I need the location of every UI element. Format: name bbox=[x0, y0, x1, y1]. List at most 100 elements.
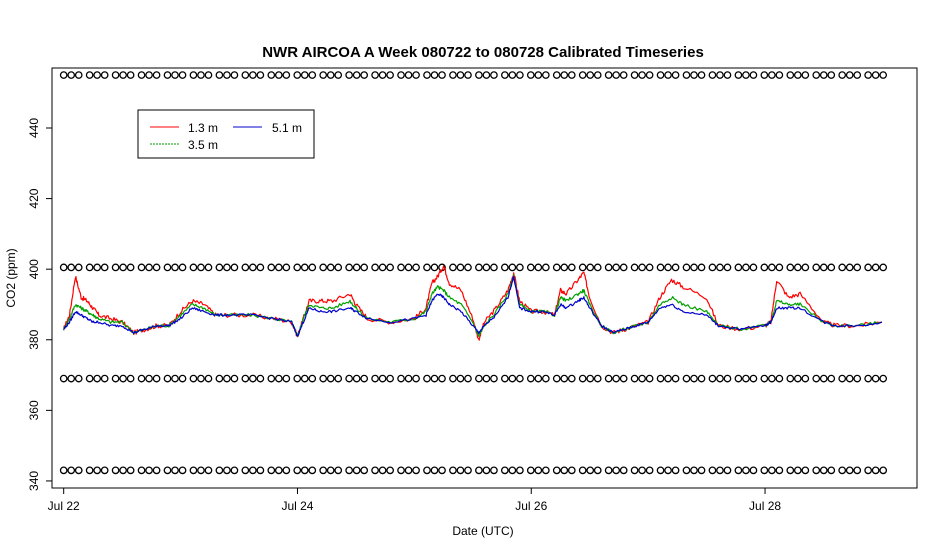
reference-marker bbox=[345, 71, 353, 79]
reference-marker bbox=[716, 466, 724, 475]
reference-marker bbox=[630, 263, 639, 272]
reference-marker bbox=[526, 374, 535, 383]
reference-marker bbox=[274, 374, 283, 383]
reference-marker bbox=[682, 466, 691, 475]
reference-marker bbox=[74, 374, 83, 383]
reference-marker bbox=[352, 374, 361, 383]
series-line-1-3-m bbox=[63, 265, 883, 341]
reference-marker bbox=[93, 263, 102, 272]
reference-marker bbox=[137, 71, 146, 79]
reference-marker bbox=[552, 466, 561, 475]
reference-marker bbox=[516, 374, 524, 383]
reference-marker bbox=[827, 374, 836, 383]
reference-marker bbox=[604, 466, 613, 475]
reference-marker bbox=[319, 374, 328, 383]
reference-marker bbox=[526, 466, 535, 475]
legend-label-1-3m: 1.3 m bbox=[188, 121, 218, 135]
reference-marker bbox=[293, 71, 302, 79]
reference-marker bbox=[230, 71, 239, 79]
reference-marker bbox=[793, 374, 802, 383]
reference-marker bbox=[59, 71, 68, 79]
reference-marker bbox=[819, 374, 828, 383]
reference-marker bbox=[552, 71, 561, 79]
reference-marker bbox=[578, 374, 587, 383]
reference-marker bbox=[560, 263, 569, 272]
reference-marker bbox=[163, 374, 172, 383]
reference-marker bbox=[430, 374, 439, 383]
reference-marker bbox=[578, 71, 587, 79]
reference-marker bbox=[671, 466, 680, 475]
reference-marker bbox=[423, 71, 431, 79]
reference-marker bbox=[85, 374, 94, 383]
reference-marker bbox=[552, 374, 561, 383]
reference-marker bbox=[326, 263, 335, 272]
reference-marker bbox=[308, 263, 317, 272]
reference-marker bbox=[378, 263, 387, 272]
y-axis: 340 360 380 400 420 440 bbox=[27, 118, 52, 491]
reference-marker bbox=[319, 466, 328, 475]
reference-marker bbox=[412, 374, 420, 383]
reference-marker bbox=[697, 374, 706, 383]
reference-marker bbox=[864, 466, 872, 475]
chart-title: NWR AIRCOA A Week 080722 to 080728 Calib… bbox=[262, 44, 704, 61]
reference-marker bbox=[838, 263, 847, 272]
reference-marker bbox=[560, 466, 569, 475]
reference-marker bbox=[230, 466, 239, 475]
reference-marker bbox=[793, 71, 802, 79]
reference-marker bbox=[708, 374, 717, 383]
reference-marker bbox=[604, 71, 613, 79]
reference-marker bbox=[482, 263, 491, 272]
reference-marker bbox=[319, 71, 328, 79]
reference-marker bbox=[723, 466, 732, 475]
reference-marker bbox=[456, 263, 465, 272]
reference-marker bbox=[293, 374, 302, 383]
reference-marker bbox=[593, 466, 602, 475]
reference-marker bbox=[812, 466, 821, 475]
reference-marker bbox=[256, 466, 265, 475]
reference-marker bbox=[74, 263, 83, 272]
reference-marker bbox=[690, 466, 698, 475]
reference-marker bbox=[293, 466, 302, 475]
reference-marker bbox=[541, 466, 550, 475]
reference-marker bbox=[241, 374, 250, 383]
series-lines bbox=[63, 265, 883, 341]
reference-marker bbox=[812, 263, 821, 272]
reference-marker bbox=[871, 466, 880, 475]
reference-marker bbox=[111, 263, 120, 272]
reference-marker bbox=[775, 71, 784, 79]
reference-marker bbox=[371, 374, 379, 383]
reference-marker bbox=[723, 71, 732, 79]
reference-marker bbox=[378, 374, 387, 383]
legend: 1.3 m 5.1 m 3.5 m bbox=[137, 109, 315, 159]
legend-label-5-1m: 5.1 m bbox=[272, 121, 302, 135]
reference-marker bbox=[526, 71, 535, 79]
reference-marker bbox=[59, 374, 68, 383]
reference-marker bbox=[215, 466, 224, 475]
reference-marker bbox=[508, 374, 517, 383]
reference-marker bbox=[526, 263, 535, 272]
reference-marker bbox=[819, 71, 828, 79]
reference-marker bbox=[490, 263, 498, 272]
reference-marker bbox=[171, 263, 179, 272]
reference-marker bbox=[171, 466, 179, 475]
reference-marker bbox=[845, 263, 854, 272]
reference-marker bbox=[189, 71, 198, 79]
reference-marker bbox=[482, 374, 491, 383]
reference-marker bbox=[742, 374, 750, 383]
reference-marker bbox=[256, 263, 265, 272]
reference-marker bbox=[697, 263, 706, 272]
reference-marker bbox=[671, 374, 680, 383]
reference-marker bbox=[334, 374, 343, 383]
reference-marker bbox=[456, 71, 465, 79]
reference-marker bbox=[456, 374, 465, 383]
reference-marker bbox=[534, 71, 543, 79]
reference-marker bbox=[230, 374, 239, 383]
reference-marker bbox=[742, 263, 750, 272]
reference-marker bbox=[404, 374, 413, 383]
reference-marker bbox=[749, 263, 758, 272]
reference-marker bbox=[793, 263, 802, 272]
reference-marker bbox=[864, 263, 872, 272]
reference-marker bbox=[723, 263, 732, 272]
reference-marker bbox=[397, 466, 405, 475]
reference-marker bbox=[768, 466, 776, 475]
